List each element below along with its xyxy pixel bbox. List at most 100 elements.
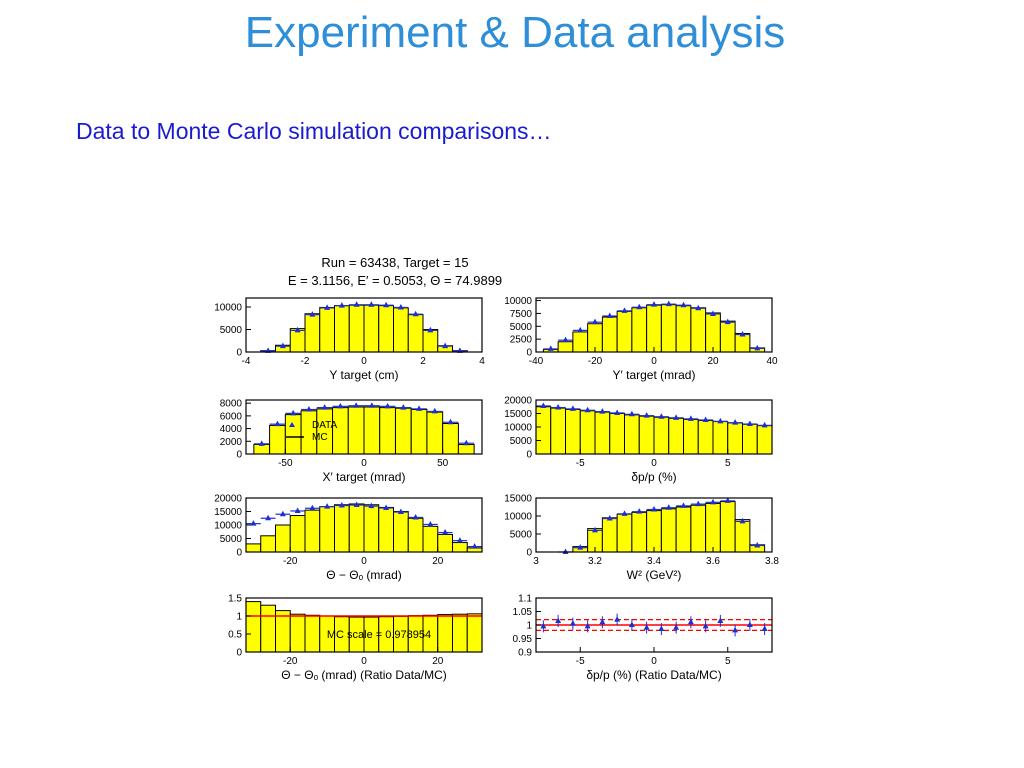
x-tick-label: 0 — [361, 356, 367, 367]
data-point — [628, 410, 635, 417]
y-tick-label: 0 — [526, 348, 532, 359]
data-point — [724, 497, 731, 503]
data-point — [447, 418, 454, 425]
mc-bar — [624, 414, 640, 455]
legend-data-label: DATA — [312, 420, 338, 431]
mc-bar — [379, 407, 396, 455]
data-point — [397, 303, 404, 310]
mc-bar — [579, 410, 596, 455]
data-point — [294, 507, 301, 513]
y-tick-label: 0.5 — [228, 630, 242, 641]
panel-4: -5 0 5 0 5000 10000 15000 20000 δp/p (%) — [504, 396, 773, 484]
slide-subtitle: Data to Monte Carlo simulation compariso… — [76, 118, 552, 144]
y-tick-label: 0 — [236, 648, 242, 659]
x-tick-label: 20 — [707, 356, 719, 367]
data-point — [290, 409, 297, 416]
data-point — [606, 515, 613, 521]
y-tick-label: 0 — [236, 450, 242, 461]
ratio-bar — [275, 610, 291, 653]
data-point — [547, 345, 554, 351]
x-tick-label: 20 — [432, 556, 444, 567]
data-point — [577, 326, 584, 333]
data-point — [463, 439, 470, 446]
mc-bar — [457, 443, 475, 455]
data-point — [324, 503, 331, 509]
data-point — [368, 502, 375, 509]
y-tick-label: 2500 — [510, 335, 533, 346]
data-point — [732, 419, 739, 425]
x-tick-label: 0 — [361, 656, 367, 667]
mc-bar — [638, 415, 655, 455]
mc-bar — [646, 304, 662, 353]
ratio-bar — [260, 604, 276, 653]
y-tick-label: 0 — [236, 548, 242, 559]
mc-bar — [631, 307, 648, 353]
x-axis-label: W² (GeV²) — [627, 568, 682, 582]
x-tick-label: 3.8 — [765, 556, 779, 567]
data-point — [584, 406, 591, 413]
data-point — [383, 301, 390, 308]
x-axis-label: Y target (cm) — [329, 368, 398, 382]
panel-5: -20 0 20 0 5000 10000 15000 20000 Θ − Θₒ (mrad) — [214, 494, 483, 582]
y-tick-label: 4000 — [220, 424, 243, 435]
x-tick-label: -20 — [283, 656, 298, 667]
data-point — [353, 501, 360, 508]
data-point — [717, 417, 724, 424]
x-tick-label: 0 — [651, 656, 657, 667]
ratio-bar — [437, 614, 453, 653]
data-point — [577, 544, 584, 550]
mc-bar — [393, 511, 409, 553]
x-axis-label: δp/p (%) — [631, 470, 676, 484]
data-point — [400, 404, 407, 410]
y-tick-label: 0.9 — [518, 648, 532, 659]
data-point — [456, 537, 463, 543]
mc-bar — [609, 413, 625, 455]
data-point — [384, 402, 391, 409]
y-tick-label: 7500 — [510, 309, 533, 320]
data-point — [636, 508, 643, 514]
x-tick-label: -2 — [301, 356, 310, 367]
data-point — [412, 513, 419, 520]
x-tick-label: 3.4 — [647, 556, 661, 567]
y-tick-label: 0.95 — [513, 634, 533, 645]
data-point — [442, 529, 449, 535]
data-point — [250, 520, 257, 526]
data-point — [710, 498, 716, 505]
mc-bar — [660, 304, 677, 353]
x-tick-label: 4 — [479, 356, 485, 367]
data-point — [338, 502, 345, 508]
x-tick-label: -5 — [576, 458, 585, 469]
panel-1: -4 -2 0 2 4 0 5000 10000 Y target (cm) — [214, 297, 485, 382]
mc-bar — [719, 501, 736, 553]
mc-bar — [616, 310, 633, 353]
data-point — [427, 520, 434, 527]
mc-bar — [653, 416, 670, 455]
panel-8: -5 0 5 0.9 0.95 1 1.05 1.1 δp/p (%) (Ratio Data/… — [513, 594, 773, 682]
data-point — [309, 311, 316, 317]
data-point — [665, 300, 672, 307]
mc-bar — [275, 524, 291, 553]
x-tick-label: -5 — [576, 656, 585, 667]
x-tick-label: 2 — [420, 356, 426, 367]
y-tick-label: 5000 — [220, 325, 243, 336]
x-axis-label: Y′ target (mrad) — [613, 368, 696, 382]
mc-bar — [422, 329, 439, 353]
data-point — [562, 548, 569, 554]
x-tick-label: 3.2 — [588, 556, 602, 567]
mc-bar — [727, 422, 743, 455]
x-tick-label: 5 — [725, 458, 731, 469]
mc-bar — [616, 513, 633, 553]
mc-bar — [675, 506, 692, 553]
x-tick-label: -50 — [278, 458, 293, 469]
data-point — [569, 405, 576, 411]
data-point — [294, 326, 301, 333]
data-point — [710, 310, 716, 316]
ratio-bar — [304, 614, 321, 653]
y-tick-label: 5000 — [510, 436, 533, 447]
data-point — [337, 402, 344, 409]
y-tick-label: 10000 — [214, 521, 242, 532]
data-point — [540, 402, 547, 408]
data-point — [658, 413, 665, 419]
data-point — [651, 301, 657, 307]
